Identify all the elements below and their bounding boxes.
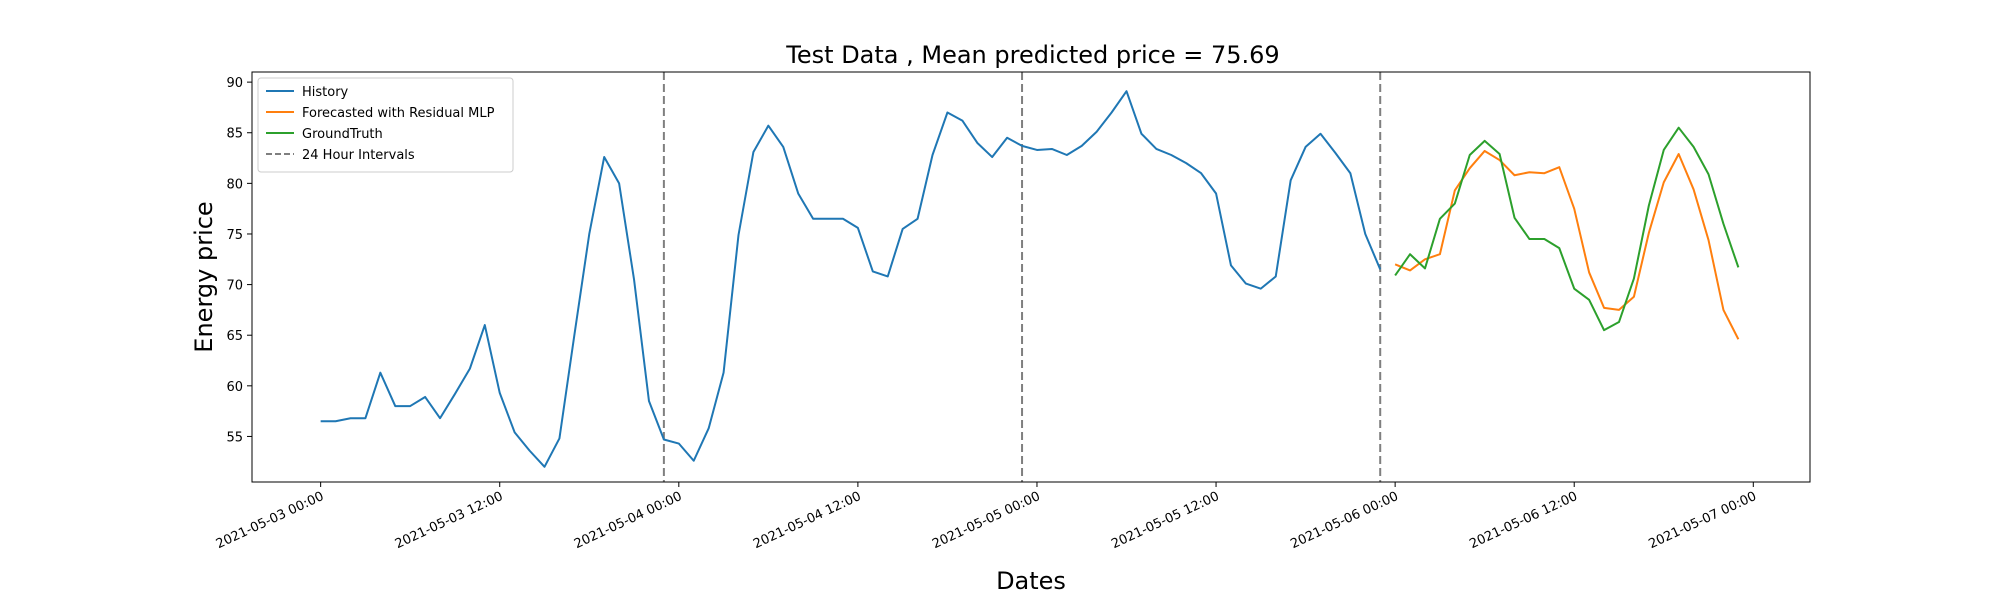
x-tick-label: 2021-05-04 12:00 bbox=[751, 489, 864, 552]
x-axis-title: Dates bbox=[996, 567, 1066, 595]
history-line bbox=[320, 90, 1382, 468]
x-tick-label: 2021-05-03 00:00 bbox=[214, 489, 327, 552]
groundtruth-line bbox=[1394, 126, 1740, 332]
y-axis-title: Energy price bbox=[190, 201, 218, 352]
y-tick-label: 85 bbox=[226, 127, 243, 142]
plot-area bbox=[320, 72, 1740, 482]
plot-frame bbox=[251, 71, 1811, 483]
x-tick-label: 2021-05-06 12:00 bbox=[1467, 489, 1580, 552]
forecasted-with-residual-mlp-line bbox=[1394, 149, 1740, 340]
chart-title: Test Data , Mean predicted price = 75.69 bbox=[785, 41, 1279, 69]
x-axis: 2021-05-03 00:00 2021-05-03 12:00 2021-05-… bbox=[214, 482, 1759, 552]
legend-label: Forecasted with Residual MLP bbox=[302, 106, 495, 121]
x-tick-label: 2021-05-07 00:00 bbox=[1646, 489, 1759, 552]
legend-label: GroundTruth bbox=[302, 127, 383, 142]
legend-label: 24 Hour Intervals bbox=[302, 148, 415, 163]
legend-label: History bbox=[302, 85, 349, 100]
y-tick-label: 90 bbox=[226, 76, 243, 91]
y-tick-label: 75 bbox=[226, 228, 243, 243]
x-tick-label: 2021-05-04 00:00 bbox=[572, 489, 685, 552]
y-tick-label: 65 bbox=[226, 329, 243, 344]
y-tick-label: 55 bbox=[226, 430, 243, 445]
x-tick-label: 2021-05-03 12:00 bbox=[393, 489, 506, 552]
x-tick-label: 2021-05-06 00:00 bbox=[1288, 489, 1401, 552]
legend: History Forecasted with Residual MLP Groun… bbox=[257, 77, 514, 173]
y-axis: 55 60 65 70 75 80 85 90 bbox=[226, 76, 252, 445]
legend-box bbox=[257, 77, 514, 173]
x-tick-label: 2021-05-05 00:00 bbox=[930, 489, 1043, 552]
y-tick-label: 60 bbox=[226, 380, 243, 395]
y-tick-label: 80 bbox=[226, 177, 243, 192]
x-tick-label: 2021-05-05 12:00 bbox=[1109, 489, 1222, 552]
y-tick-label: 70 bbox=[226, 279, 243, 294]
